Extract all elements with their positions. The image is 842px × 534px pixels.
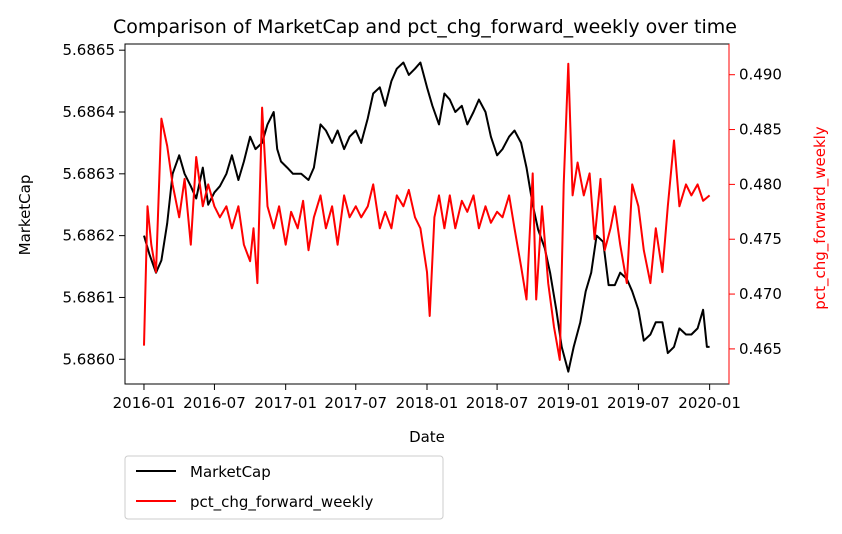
y-right-tick-label: 0.490 bbox=[739, 66, 782, 84]
y-left-tick-label: 5.6861 bbox=[63, 288, 116, 306]
y-left-tick-label: 5.6863 bbox=[63, 165, 116, 183]
plot-lines bbox=[143, 61, 711, 373]
x-tick-label: 2019-07 bbox=[607, 394, 670, 412]
y-right-tick-label: 0.465 bbox=[739, 340, 782, 358]
series-line-marketcap bbox=[143, 61, 710, 373]
x-tick-label: 2017-07 bbox=[324, 394, 387, 412]
y-right-tick-label: 0.470 bbox=[739, 285, 782, 303]
chart-title: Comparison of MarketCap and pct_chg_forw… bbox=[113, 16, 737, 38]
x-tick-label: 2018-07 bbox=[466, 394, 529, 412]
x-axis-label: Date bbox=[409, 428, 445, 446]
y-right-tick-label: 0.480 bbox=[739, 175, 782, 193]
x-tick-label: 2016-07 bbox=[183, 394, 246, 412]
y-left-tick-label: 5.6864 bbox=[63, 103, 116, 121]
y-left-tick-label: 5.6862 bbox=[63, 227, 116, 245]
legend-label-pct-chg: pct_chg_forward_weekly bbox=[190, 493, 374, 512]
series-line-pct-chg-forward-weekly bbox=[143, 62, 711, 361]
y-axis-label-right: pct_chg_forward_weekly bbox=[811, 126, 830, 310]
x-tick-label: 2019-01 bbox=[537, 394, 600, 412]
legend-box bbox=[124, 455, 444, 520]
x-tick-label: 2017-01 bbox=[254, 394, 317, 412]
x-tick-label: 2018-01 bbox=[396, 394, 459, 412]
y-left-tick-label: 5.6860 bbox=[63, 350, 116, 368]
x-axis: 2016-01 2016-07 2017-01 2017-07 2018-01 2018-… bbox=[113, 384, 741, 412]
y-left-tick-label: 5.6865 bbox=[63, 41, 116, 59]
y-right-tick-label: 0.485 bbox=[739, 121, 782, 139]
legend-label-marketcap: MarketCap bbox=[190, 463, 271, 481]
x-tick-label: 2016-01 bbox=[113, 394, 176, 412]
y-axis-label-left: MarketCap bbox=[16, 175, 34, 256]
y-right-tick-label: 0.475 bbox=[739, 230, 782, 248]
legend: MarketCap pct_chg_forward_weekly bbox=[124, 455, 444, 520]
y-axis-right: 0.465 0.470 0.475 0.480 0.485 0.490 bbox=[729, 66, 782, 358]
x-tick-label: 2020-01 bbox=[678, 394, 741, 412]
y-axis-left: 5.6860 5.6861 5.6862 5.6863 5.6864 5.6865 bbox=[63, 41, 125, 368]
